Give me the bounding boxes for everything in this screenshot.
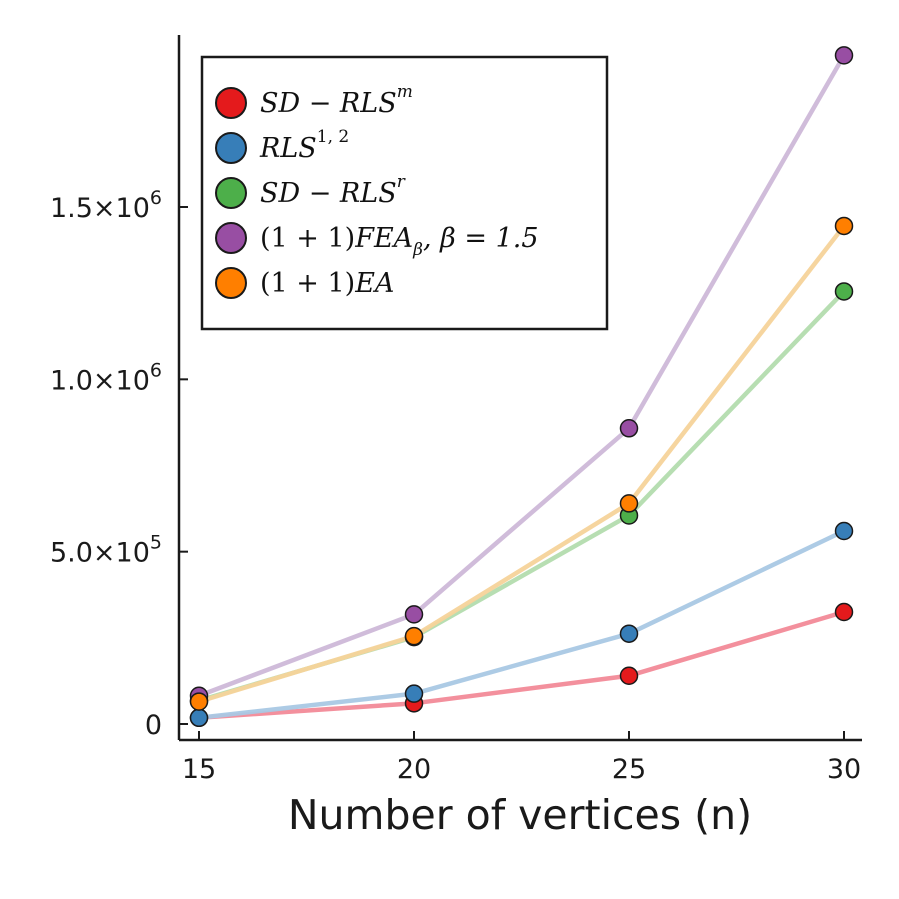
legend-label-1: SD − RLSm xyxy=(260,82,413,119)
series-point-2 xyxy=(619,624,639,643)
y-tick-label: 1.5×106 xyxy=(50,187,162,224)
series-line-1 xyxy=(196,609,847,721)
legend-marker-4 xyxy=(215,222,247,254)
series-point-1 xyxy=(834,602,854,622)
series-point-5 xyxy=(189,692,209,711)
series-point-2 xyxy=(189,708,209,728)
x-tick-label: 20 xyxy=(397,754,431,785)
series-point-1 xyxy=(619,666,639,685)
legend-marker-1 xyxy=(215,87,247,119)
y-tick-label: 5.0×105 xyxy=(50,532,162,569)
x-tick-label: 25 xyxy=(612,754,646,785)
legend-label-4: (1 + 1)FEAβ, β = 1.5 xyxy=(260,223,539,260)
legend-marker-2 xyxy=(215,132,247,164)
x-tick-label: 15 xyxy=(182,754,216,785)
series-point-2 xyxy=(834,521,854,541)
series-point-5 xyxy=(619,494,639,513)
series-lines xyxy=(196,53,847,721)
legend-label-5: (1 + 1)EA xyxy=(260,268,394,299)
series-line-5 xyxy=(196,223,847,704)
y-ticks: 0 5.0×105 1.0×106 1.5×106 xyxy=(50,187,188,741)
series-point-3 xyxy=(834,282,854,301)
series-point-5 xyxy=(834,216,854,236)
legend-label-3: SD − RLSr xyxy=(260,172,406,209)
axes xyxy=(177,35,862,742)
x-tick-label: 30 xyxy=(827,754,861,785)
series-point-4 xyxy=(404,605,424,624)
legend-marker-5 xyxy=(215,267,247,299)
legend-marker-3 xyxy=(215,177,247,209)
legend: SD − RLSm RLS1, 2 SD − RLSr (1 + 1)FEAβ, β … xyxy=(200,55,609,331)
x-axis-title: Number of vertices (n) xyxy=(288,791,752,839)
x-ticks: 15 20 25 30 xyxy=(182,731,861,785)
series-point-4 xyxy=(619,419,639,438)
legend-label-2: RLS1, 2 xyxy=(259,127,349,164)
legend-box xyxy=(200,55,609,331)
series-points xyxy=(189,46,854,728)
y-tick-label: 0 xyxy=(145,710,162,741)
y-tick-label: 1.0×106 xyxy=(50,359,162,396)
series-point-4 xyxy=(834,46,854,65)
series-line-2 xyxy=(196,528,847,721)
series-line-4 xyxy=(196,53,847,698)
series-point-5 xyxy=(404,626,424,646)
series-point-2 xyxy=(404,684,424,703)
